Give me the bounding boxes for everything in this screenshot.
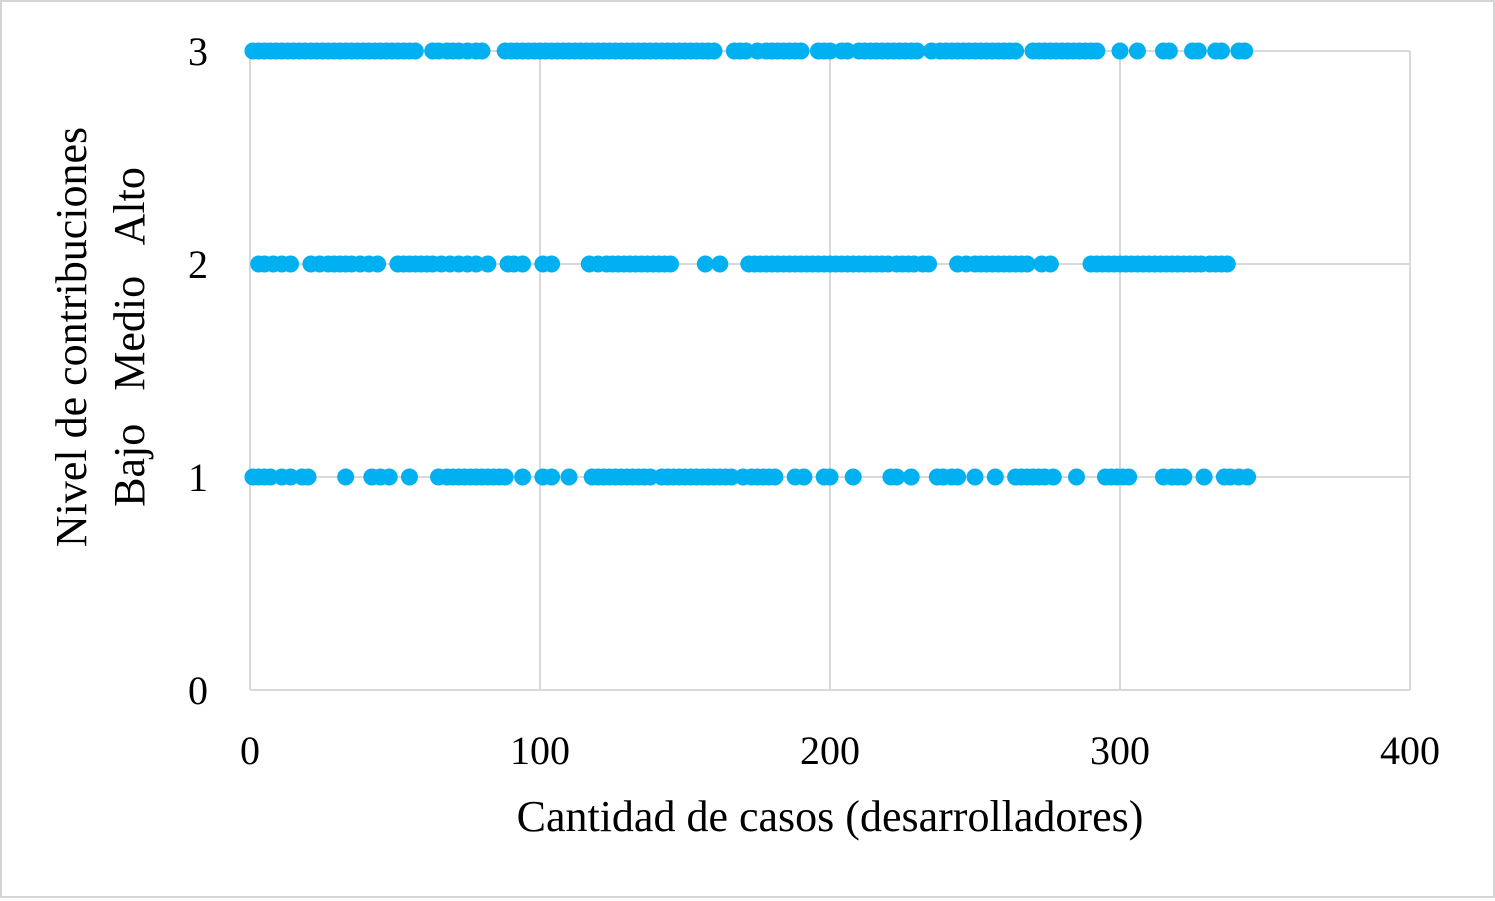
data-point <box>795 468 813 486</box>
data-point <box>337 468 355 486</box>
x-tick-label: 0 <box>240 728 260 773</box>
data-point <box>1111 42 1129 60</box>
data-point <box>1088 42 1106 60</box>
data-point <box>1189 42 1207 60</box>
data-point <box>1195 468 1213 486</box>
data-point <box>1120 468 1138 486</box>
data-point <box>986 468 1004 486</box>
data-point <box>662 255 679 273</box>
data-point <box>1175 468 1193 486</box>
data-point <box>1160 42 1178 60</box>
data-point <box>1068 468 1085 486</box>
data-point <box>1236 42 1254 60</box>
data-point <box>1007 42 1025 60</box>
x-tick-label: 300 <box>1090 728 1150 773</box>
y-tick-label: 0 <box>188 668 208 713</box>
data-point <box>1218 255 1236 273</box>
data-point <box>514 468 532 486</box>
data-point <box>299 468 317 486</box>
data-point <box>908 42 926 60</box>
data-point <box>844 468 862 486</box>
data-point <box>696 255 714 273</box>
data-point <box>821 468 839 486</box>
data-point <box>766 468 784 486</box>
data-point <box>949 468 967 486</box>
y-tick-label: 2 <box>188 242 208 287</box>
data-point <box>792 42 810 60</box>
x-tick-label: 100 <box>510 728 570 773</box>
data-point <box>560 468 578 486</box>
data-point <box>406 42 424 60</box>
data-point <box>920 255 938 273</box>
x-tick-label: 200 <box>800 728 860 773</box>
y-axis-title-line-1: Nivel de contribuciones <box>47 127 96 547</box>
data-point <box>543 468 561 486</box>
data-point <box>888 468 906 486</box>
y-tick-label: 3 <box>188 29 208 74</box>
data-point <box>1128 42 1146 60</box>
data-point <box>1018 255 1036 273</box>
data-point <box>473 42 491 60</box>
data-point <box>514 255 532 273</box>
data-point <box>282 255 300 273</box>
data-point <box>1044 468 1062 486</box>
data-point <box>1239 468 1257 486</box>
axes <box>249 51 1410 691</box>
data-point <box>902 468 920 486</box>
data-point <box>401 468 418 486</box>
x-axis-title: Cantidad de casos (desarrolladores) <box>517 792 1144 841</box>
y-tick-label: 1 <box>188 455 208 500</box>
gridlines <box>250 50 1411 690</box>
data-point <box>1041 255 1059 273</box>
data-point <box>1213 42 1230 60</box>
data-point <box>369 255 387 273</box>
tick-labels: 0 100 200 300 400 0 1 2 3 <box>188 29 1440 773</box>
data-points <box>244 42 1257 486</box>
data-point <box>966 468 984 486</box>
data-point <box>479 255 497 273</box>
y-axis-title-line-2: Bajo Medio Alto <box>105 167 154 507</box>
data-point <box>705 42 723 60</box>
data-point <box>496 468 514 486</box>
data-point <box>543 255 561 273</box>
data-point <box>711 255 729 273</box>
data-point <box>380 468 398 486</box>
x-tick-label: 400 <box>1380 728 1440 773</box>
